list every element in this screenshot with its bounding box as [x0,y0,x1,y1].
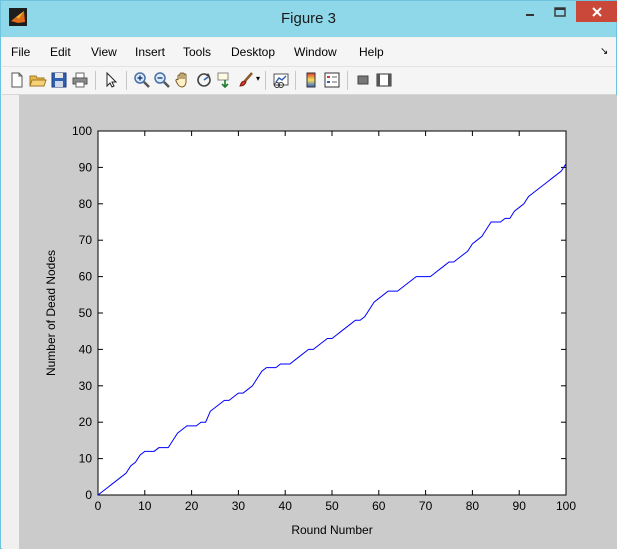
minimize-icon [526,13,534,16]
x-tick-label: 60 [372,499,386,513]
menu-window[interactable]: Window [294,45,337,59]
toolbar: ▾ [2,67,616,95]
title-bar[interactable]: Figure 3 [1,1,617,37]
axis-ticks: 0 10 20 30 40 50 60 70 80 90 100 0 10 20 30 40 50 60 70 80 9… [72,124,576,513]
colorbar-icon[interactable] [302,71,320,89]
axes-background [97,130,567,496]
menu-tools[interactable]: Tools [183,45,212,59]
dock-arrow-icon[interactable]: ↘ [600,46,609,57]
menu-help[interactable]: Help [359,45,384,59]
save-icon[interactable] [50,71,68,89]
y-tick-label: 60 [79,270,93,284]
y-tick-label: 10 [79,452,93,466]
menu-insert[interactable]: Insert [135,45,166,59]
y-tick-label: 50 [79,306,93,320]
brush-icon[interactable] [237,71,255,89]
figure-canvas[interactable]: 0 10 20 30 40 50 60 70 80 90 100 0 10 20 30 40 50 60 70 80 9… [19,95,617,549]
x-tick-label: 20 [185,499,199,513]
legend-icon[interactable] [323,71,341,89]
show-plot-tools-icon[interactable] [375,71,393,89]
window-title: Figure 3 [280,10,337,27]
toolbar-separator [295,71,296,90]
y-tick-label: 30 [79,379,93,393]
figure-left-edge [2,95,19,549]
rotate-3d-icon[interactable] [195,71,213,89]
x-tick-label: 30 [232,499,246,513]
brush-dropdown-icon[interactable]: ▾ [256,74,261,83]
x-tick-label: 70 [419,499,433,513]
close-icon [592,6,602,17]
close-button[interactable] [576,1,617,22]
maximize-icon [554,6,566,17]
x-tick-label: 80 [466,499,480,513]
x-tick-label: 90 [513,499,527,513]
print-icon[interactable] [71,71,89,89]
pan-hand-icon[interactable] [174,71,192,89]
x-tick-label: 0 [95,499,102,513]
menu-bar: File Edit View Insert Tools Desktop Wind… [2,38,616,67]
data-series [97,163,567,496]
minimize-button[interactable] [516,1,544,22]
new-figure-icon[interactable] [8,71,26,89]
x-tick-label: 50 [325,499,339,513]
maximize-button[interactable] [546,1,574,22]
data-cursor-icon[interactable] [216,71,234,89]
y-tick-label: 90 [79,160,93,174]
y-axis-label: Number of Dead Nodes [44,250,58,376]
y-tick-label: 0 [85,488,92,502]
link-plot-icon[interactable] [272,71,290,89]
toolbar-separator [126,71,127,90]
x-tick-label: 10 [138,499,152,513]
x-tick-label: 100 [556,499,576,513]
y-tick-label: 80 [79,197,93,211]
y-tick-label: 40 [79,342,93,356]
menu-file[interactable]: File [11,45,31,59]
series-line-0 [97,163,567,496]
plot-svg[interactable]: 0 10 20 30 40 50 60 70 80 90 100 0 10 20 30 40 50 60 70 80 9… [19,95,617,549]
y-tick-label: 70 [79,233,93,247]
open-file-icon[interactable] [29,71,47,89]
zoom-out-icon[interactable] [153,71,171,89]
y-tick-label: 100 [72,124,92,138]
zoom-in-icon[interactable] [133,71,151,89]
menu-view[interactable]: View [91,45,117,59]
matlab-logo-icon [9,8,27,26]
menu-desktop[interactable]: Desktop [231,45,276,59]
pointer-icon[interactable] [102,71,120,89]
toolbar-separator [95,71,96,90]
toolbar-separator [265,71,266,90]
menu-edit[interactable]: Edit [50,45,71,59]
x-axis-label: Round Number [291,523,372,537]
hide-plot-tools-icon[interactable] [354,71,372,89]
x-tick-label: 40 [279,499,293,513]
y-tick-label: 20 [79,415,93,429]
toolbar-separator [347,71,348,90]
